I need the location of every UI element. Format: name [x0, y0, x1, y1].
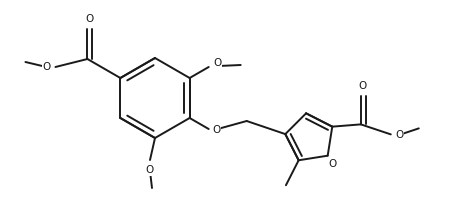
Text: O: O — [359, 81, 367, 91]
Text: O: O — [212, 125, 221, 135]
Text: O: O — [214, 58, 222, 68]
Text: O: O — [146, 165, 154, 175]
Text: O: O — [42, 62, 50, 72]
Text: O: O — [328, 159, 337, 169]
Text: O: O — [86, 14, 94, 24]
Text: O: O — [396, 130, 404, 140]
